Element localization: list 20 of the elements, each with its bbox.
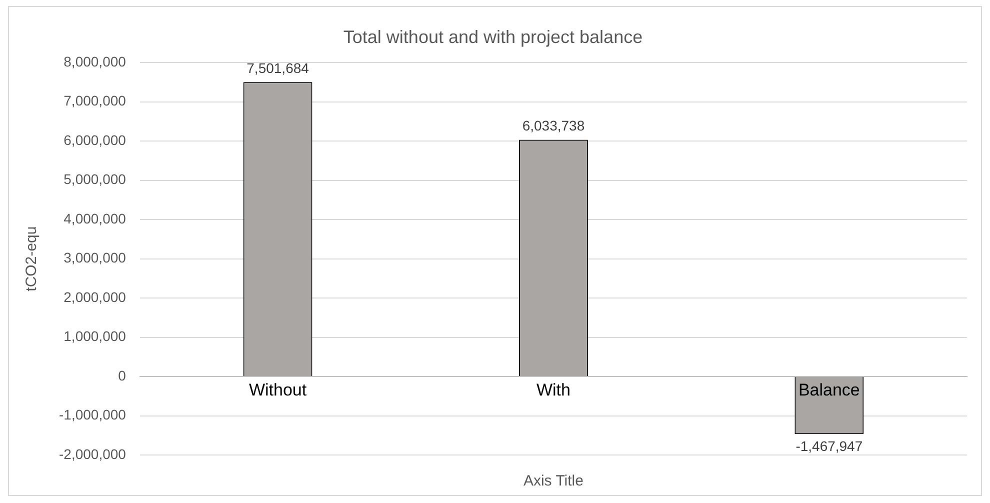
y-tick-label: 0 [118,367,126,384]
y-tick-label: 7,000,000 [64,92,126,109]
y-tick-label: 1,000,000 [64,328,126,344]
y-tick-label: -2,000,000 [58,446,126,462]
y-tick-label: 6,000,000 [64,132,126,148]
data-label: 7,501,684 [246,60,310,76]
y-tick-label: 5,000,000 [64,171,126,188]
data-label: 6,033,738 [522,118,585,134]
y-tick-label: 2,000,000 [64,288,126,305]
y-tick-label: 4,000,000 [64,210,126,226]
y-tick-label: -1,000,000 [58,406,126,423]
y-tick-label: 3,000,000 [64,250,126,266]
y-tick-label: 8,000,000 [64,53,126,70]
x-tick-label: With [536,380,570,400]
x-tick-label: Without [248,380,307,400]
x-tick-label: Balance [798,380,860,400]
x-axis-title: Axis Title [523,472,584,490]
data-label: -1,467,947 [796,438,863,454]
y-axis-title: tCO2-equ [23,226,40,292]
chart-title: Total without and with project balance [343,26,643,47]
